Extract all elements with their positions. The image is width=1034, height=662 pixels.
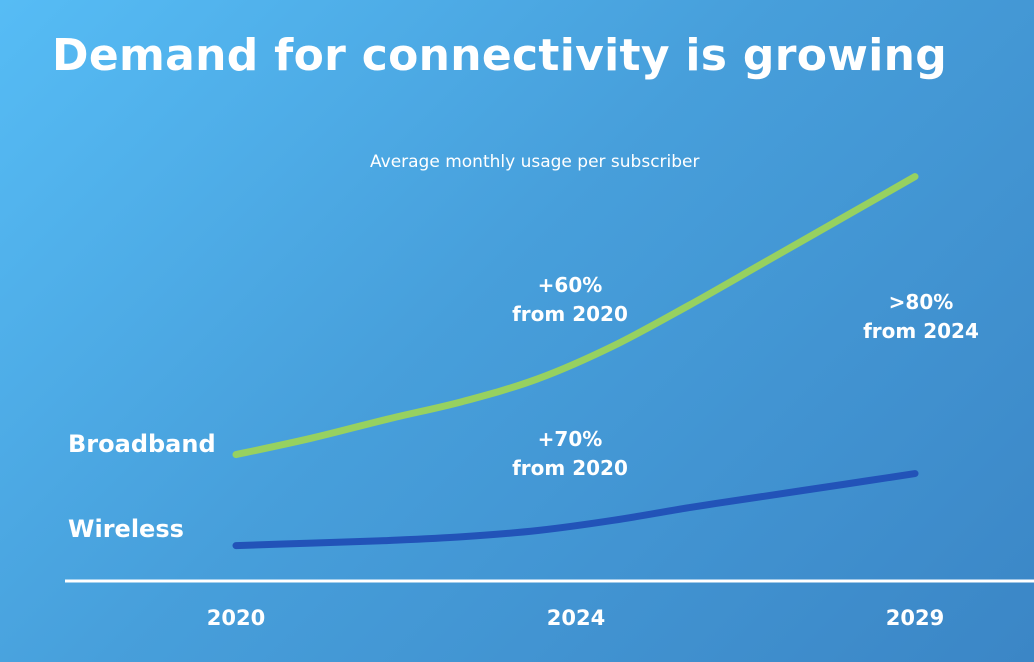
x-tick-label-2024: 2024	[547, 606, 605, 630]
annotation-broadband-2029-line1: >80%	[889, 290, 954, 314]
annotation-broadband-2029-line2: from 2024	[863, 319, 979, 343]
annotation-broadband-2024-line2: from 2020	[512, 302, 628, 326]
x-tick-label-2029: 2029	[886, 606, 944, 630]
annotation-wireless-2024-line1: +70%	[538, 427, 603, 451]
series-line-broadband	[232, 173, 919, 459]
annotation-broadband-2024-line1: +60%	[538, 273, 603, 297]
chart-subtitle: Average monthly usage per subscriber	[370, 152, 700, 172]
annotation-wireless-2024-line2: from 2020	[512, 456, 628, 480]
series-line-wireless	[232, 470, 919, 550]
series-label-wireless: Wireless	[68, 515, 184, 543]
page-title: Demand for connectivity is growing	[52, 30, 947, 81]
x-tick-label-2020: 2020	[207, 606, 265, 630]
series-label-broadband: Broadband	[68, 430, 216, 458]
